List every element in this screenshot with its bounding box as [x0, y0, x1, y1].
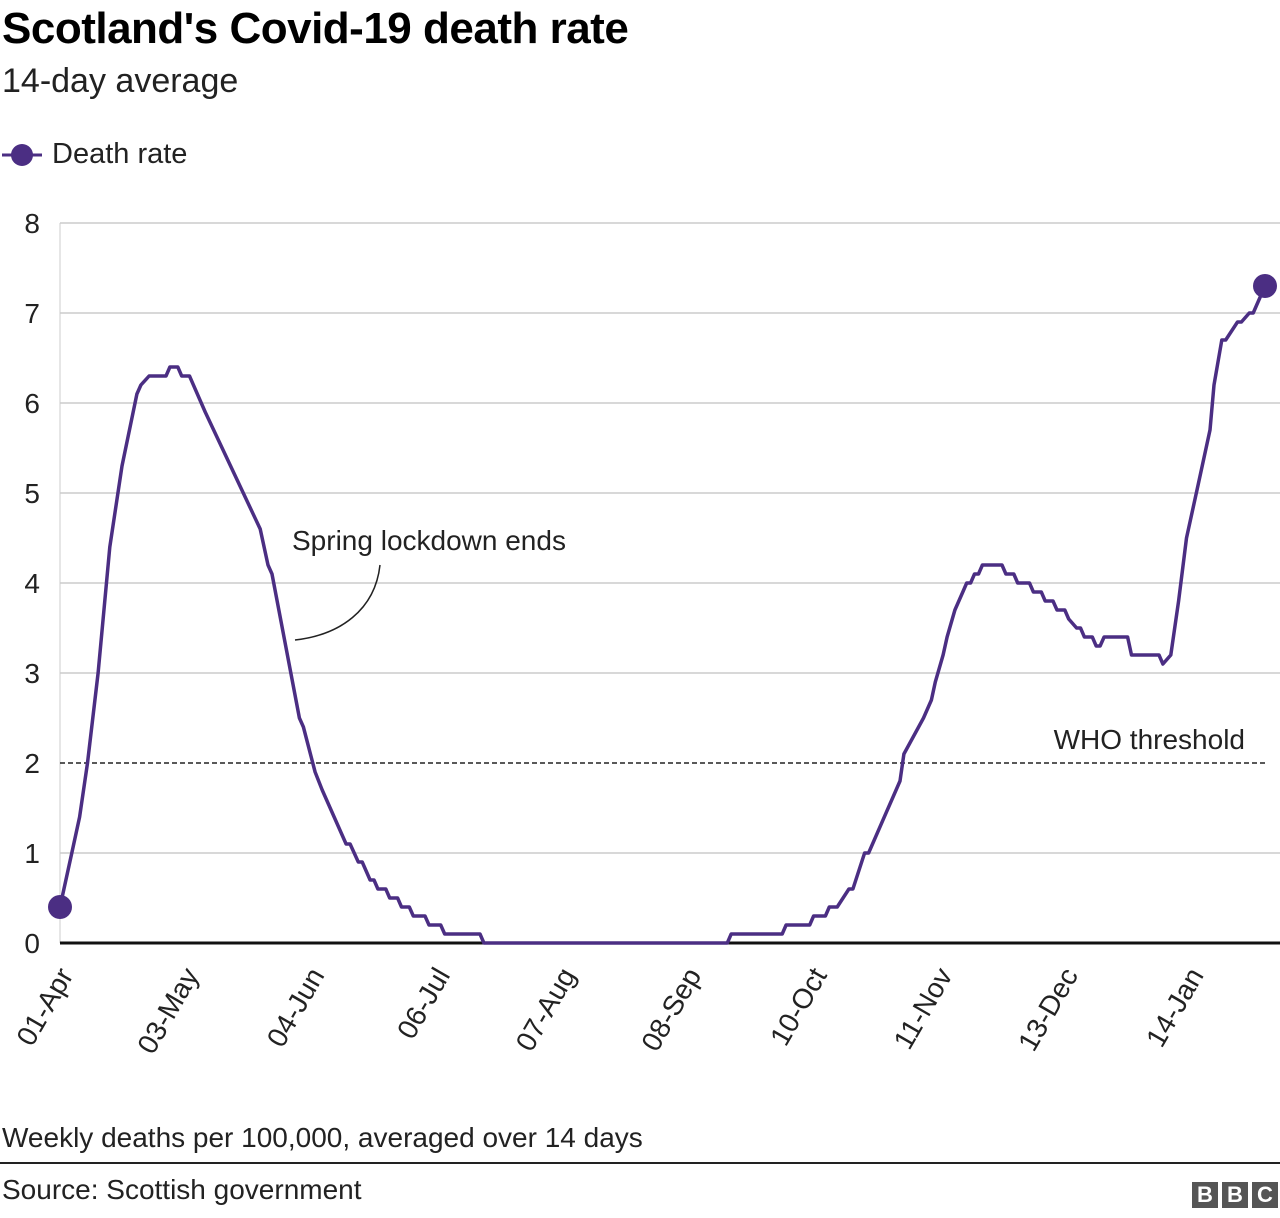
y-tick-label: 3	[24, 658, 40, 689]
x-tick-label: 13-Dec	[1012, 963, 1084, 1057]
y-tick-label: 0	[24, 928, 40, 959]
chart-plot: 0 1 2 3 4 5 6 7 8 01-Apr 03-May 04-Jun 06-Jul 07-Aug…	[10, 208, 1280, 1059]
legend: Death rate	[2, 138, 187, 171]
x-tick-label: 10-Oct	[764, 962, 833, 1050]
chart-title: Scotland's Covid-19 death rate	[2, 4, 629, 53]
legend-label: Death rate	[52, 138, 188, 170]
x-tick-label: 04-Jun	[261, 963, 331, 1053]
y-tick-label: 8	[24, 208, 40, 239]
y-tick-label: 7	[24, 298, 40, 329]
end-point-marker	[1253, 274, 1277, 298]
death-rate-line	[58, 285, 1267, 945]
y-tick-label: 6	[24, 388, 40, 419]
y-tick-label: 1	[24, 838, 40, 869]
x-tick-label: 01-Apr	[10, 963, 79, 1051]
x-tick-label: 14-Jan	[1140, 963, 1210, 1053]
y-tick-label: 4	[24, 568, 40, 599]
y-tick-label: 5	[24, 478, 40, 509]
bbc-logo-letter: B	[1192, 1182, 1218, 1208]
who-threshold-label: WHO threshold	[1054, 724, 1245, 755]
x-tick-label: 08-Sep	[635, 963, 707, 1057]
y-tick-label: 2	[24, 748, 40, 779]
bbc-logo-letter: C	[1252, 1182, 1278, 1208]
start-point-marker	[48, 895, 72, 919]
x-tick-label: 06-Jul	[391, 963, 456, 1045]
x-tick-label: 11-Nov	[887, 963, 958, 1055]
legend-line-dot-icon	[2, 143, 42, 166]
footer-divider	[0, 1162, 1280, 1164]
bbc-logo-letter: B	[1222, 1182, 1248, 1208]
x-tick-label: 07-Aug	[510, 963, 582, 1057]
chart-subtitle: 14-day average	[2, 62, 239, 100]
footer-note: Weekly deaths per 100,000, averaged over…	[2, 1122, 643, 1153]
annotation-leader-line	[294, 564, 381, 641]
source-text: Source: Scottish government	[2, 1174, 362, 1205]
annotation-label: Spring lockdown ends	[292, 525, 566, 556]
x-tick-label: 03-May	[131, 963, 205, 1059]
